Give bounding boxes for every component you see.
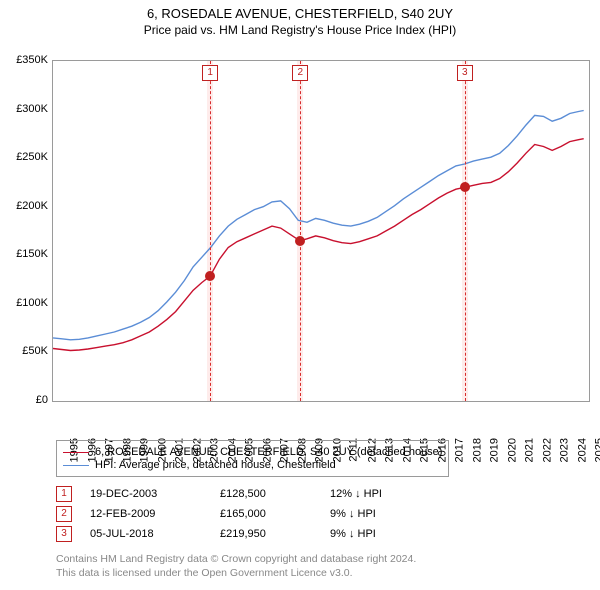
x-tick: 2020 [506, 438, 518, 462]
transaction-table: 1 19-DEC-2003£128,50012% ↓ HPI 2 12-FEB-200… [56, 484, 450, 544]
attribution-line1: Contains HM Land Registry data © Crown c… [56, 552, 416, 566]
marker-dot-1 [205, 271, 215, 281]
attribution: Contains HM Land Registry data © Crown c… [56, 552, 416, 580]
series-hpi [53, 111, 584, 340]
series-property [53, 139, 584, 351]
x-tick: 2024 [576, 438, 588, 462]
x-tick: 2018 [471, 438, 483, 462]
x-tick: 2023 [559, 438, 571, 462]
transaction-price: £219,950 [220, 528, 330, 540]
transaction-marker-1: 1 [56, 486, 72, 502]
y-tick: £0 [0, 394, 48, 406]
chart-svg [53, 61, 589, 401]
legend-swatch [63, 465, 89, 466]
y-tick: £250K [0, 151, 48, 163]
marker-label-2: 2 [292, 65, 308, 81]
transaction-hpi: 9% ↓ HPI [330, 508, 450, 520]
y-tick: £200K [0, 200, 48, 212]
transaction-hpi: 12% ↓ HPI [330, 488, 450, 500]
page-title: 6, ROSEDALE AVENUE, CHESTERFIELD, S40 2U… [0, 6, 600, 21]
y-tick: £50K [0, 345, 48, 357]
transaction-price: £128,500 [220, 488, 330, 500]
transaction-price: £165,000 [220, 508, 330, 520]
x-tick: 2022 [541, 438, 553, 462]
marker-line [210, 61, 211, 401]
marker-line [300, 61, 301, 401]
marker-dot-2 [295, 236, 305, 246]
transaction-date: 12-FEB-2009 [90, 508, 220, 520]
y-tick: £100K [0, 297, 48, 309]
chart-legend: 6, ROSEDALE AVENUE, CHESTERFIELD, S40 2U… [56, 440, 449, 477]
price-chart: 1 2 3 [52, 60, 590, 402]
legend-text: HPI: Average price, detached house, Ches… [95, 459, 336, 471]
marker-label-3: 3 [457, 65, 473, 81]
marker-dot-3 [460, 182, 470, 192]
page-subtitle: Price paid vs. HM Land Registry's House … [0, 23, 600, 37]
marker-label-1: 1 [202, 65, 218, 81]
transaction-row: 2 12-FEB-2009£165,0009% ↓ HPI [56, 504, 450, 524]
transaction-marker-2: 2 [56, 506, 72, 522]
legend-text: 6, ROSEDALE AVENUE, CHESTERFIELD, S40 2U… [95, 446, 442, 458]
transaction-row: 1 19-DEC-2003£128,50012% ↓ HPI [56, 484, 450, 504]
transaction-date: 05-JUL-2018 [90, 528, 220, 540]
y-tick: £150K [0, 248, 48, 260]
transaction-marker-3: 3 [56, 526, 72, 542]
marker-line [465, 61, 466, 401]
y-tick: £350K [0, 54, 48, 66]
x-tick: 2019 [489, 438, 501, 462]
transaction-date: 19-DEC-2003 [90, 488, 220, 500]
x-tick: 2021 [524, 438, 536, 462]
x-tick: 2017 [454, 438, 466, 462]
legend-swatch [63, 452, 89, 453]
y-tick: £300K [0, 103, 48, 115]
transaction-row: 3 05-JUL-2018£219,9509% ↓ HPI [56, 524, 450, 544]
transaction-hpi: 9% ↓ HPI [330, 528, 450, 540]
legend-item: HPI: Average price, detached house, Ches… [63, 459, 442, 471]
x-tick: 2025 [594, 438, 600, 462]
legend-item: 6, ROSEDALE AVENUE, CHESTERFIELD, S40 2U… [63, 446, 442, 458]
attribution-line2: This data is licensed under the Open Gov… [56, 566, 416, 580]
